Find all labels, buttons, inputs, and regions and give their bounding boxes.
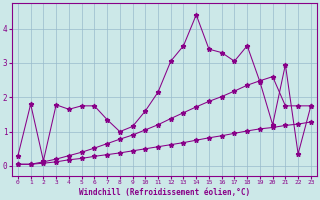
X-axis label: Windchill (Refroidissement éolien,°C): Windchill (Refroidissement éolien,°C)	[79, 188, 250, 197]
